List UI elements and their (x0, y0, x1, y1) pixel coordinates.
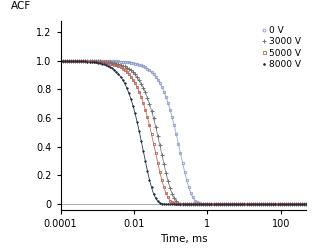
5000 V (125, 70, 129, 74)
0 V (305, 203, 308, 206)
0 V (255, 203, 259, 206)
3000 V (125, 66, 129, 69)
5000 V (228, 203, 232, 206)
Y-axis label: ACF: ACF (11, 1, 32, 11)
5000 V (305, 203, 308, 206)
3000 V (305, 203, 308, 206)
3000 V (228, 203, 232, 206)
5000 V (230, 203, 234, 206)
5000 V (59, 59, 62, 62)
0 V (110, 60, 114, 63)
3000 V (59, 59, 62, 62)
Line: 5000 V: 5000 V (59, 60, 308, 206)
8000 V (125, 86, 129, 89)
8000 V (298, 203, 302, 206)
8000 V (305, 203, 308, 206)
8000 V (230, 203, 234, 206)
X-axis label: Time, ms: Time, ms (160, 234, 207, 244)
Line: 8000 V: 8000 V (59, 59, 308, 206)
0 V (228, 203, 232, 206)
Line: 3000 V: 3000 V (59, 59, 308, 206)
8000 V (195, 203, 199, 206)
0 V (253, 203, 257, 206)
8000 V (59, 59, 62, 62)
0 V (195, 201, 199, 204)
3000 V (195, 203, 199, 206)
3000 V (255, 203, 259, 206)
5000 V (195, 203, 199, 206)
8000 V (110, 67, 114, 70)
0 V (125, 61, 129, 64)
Line: 0 V: 0 V (59, 60, 308, 206)
0 V (59, 59, 62, 62)
0 V (298, 203, 302, 206)
Legend: 0 V, 3000 V, 5000 V, 8000 V: 0 V, 3000 V, 5000 V, 8000 V (260, 25, 302, 70)
5000 V (298, 203, 302, 206)
8000 V (214, 203, 217, 206)
8000 V (255, 203, 259, 206)
3000 V (110, 61, 114, 64)
3000 V (298, 203, 302, 206)
5000 V (255, 203, 259, 206)
3000 V (236, 203, 240, 206)
5000 V (110, 62, 114, 66)
